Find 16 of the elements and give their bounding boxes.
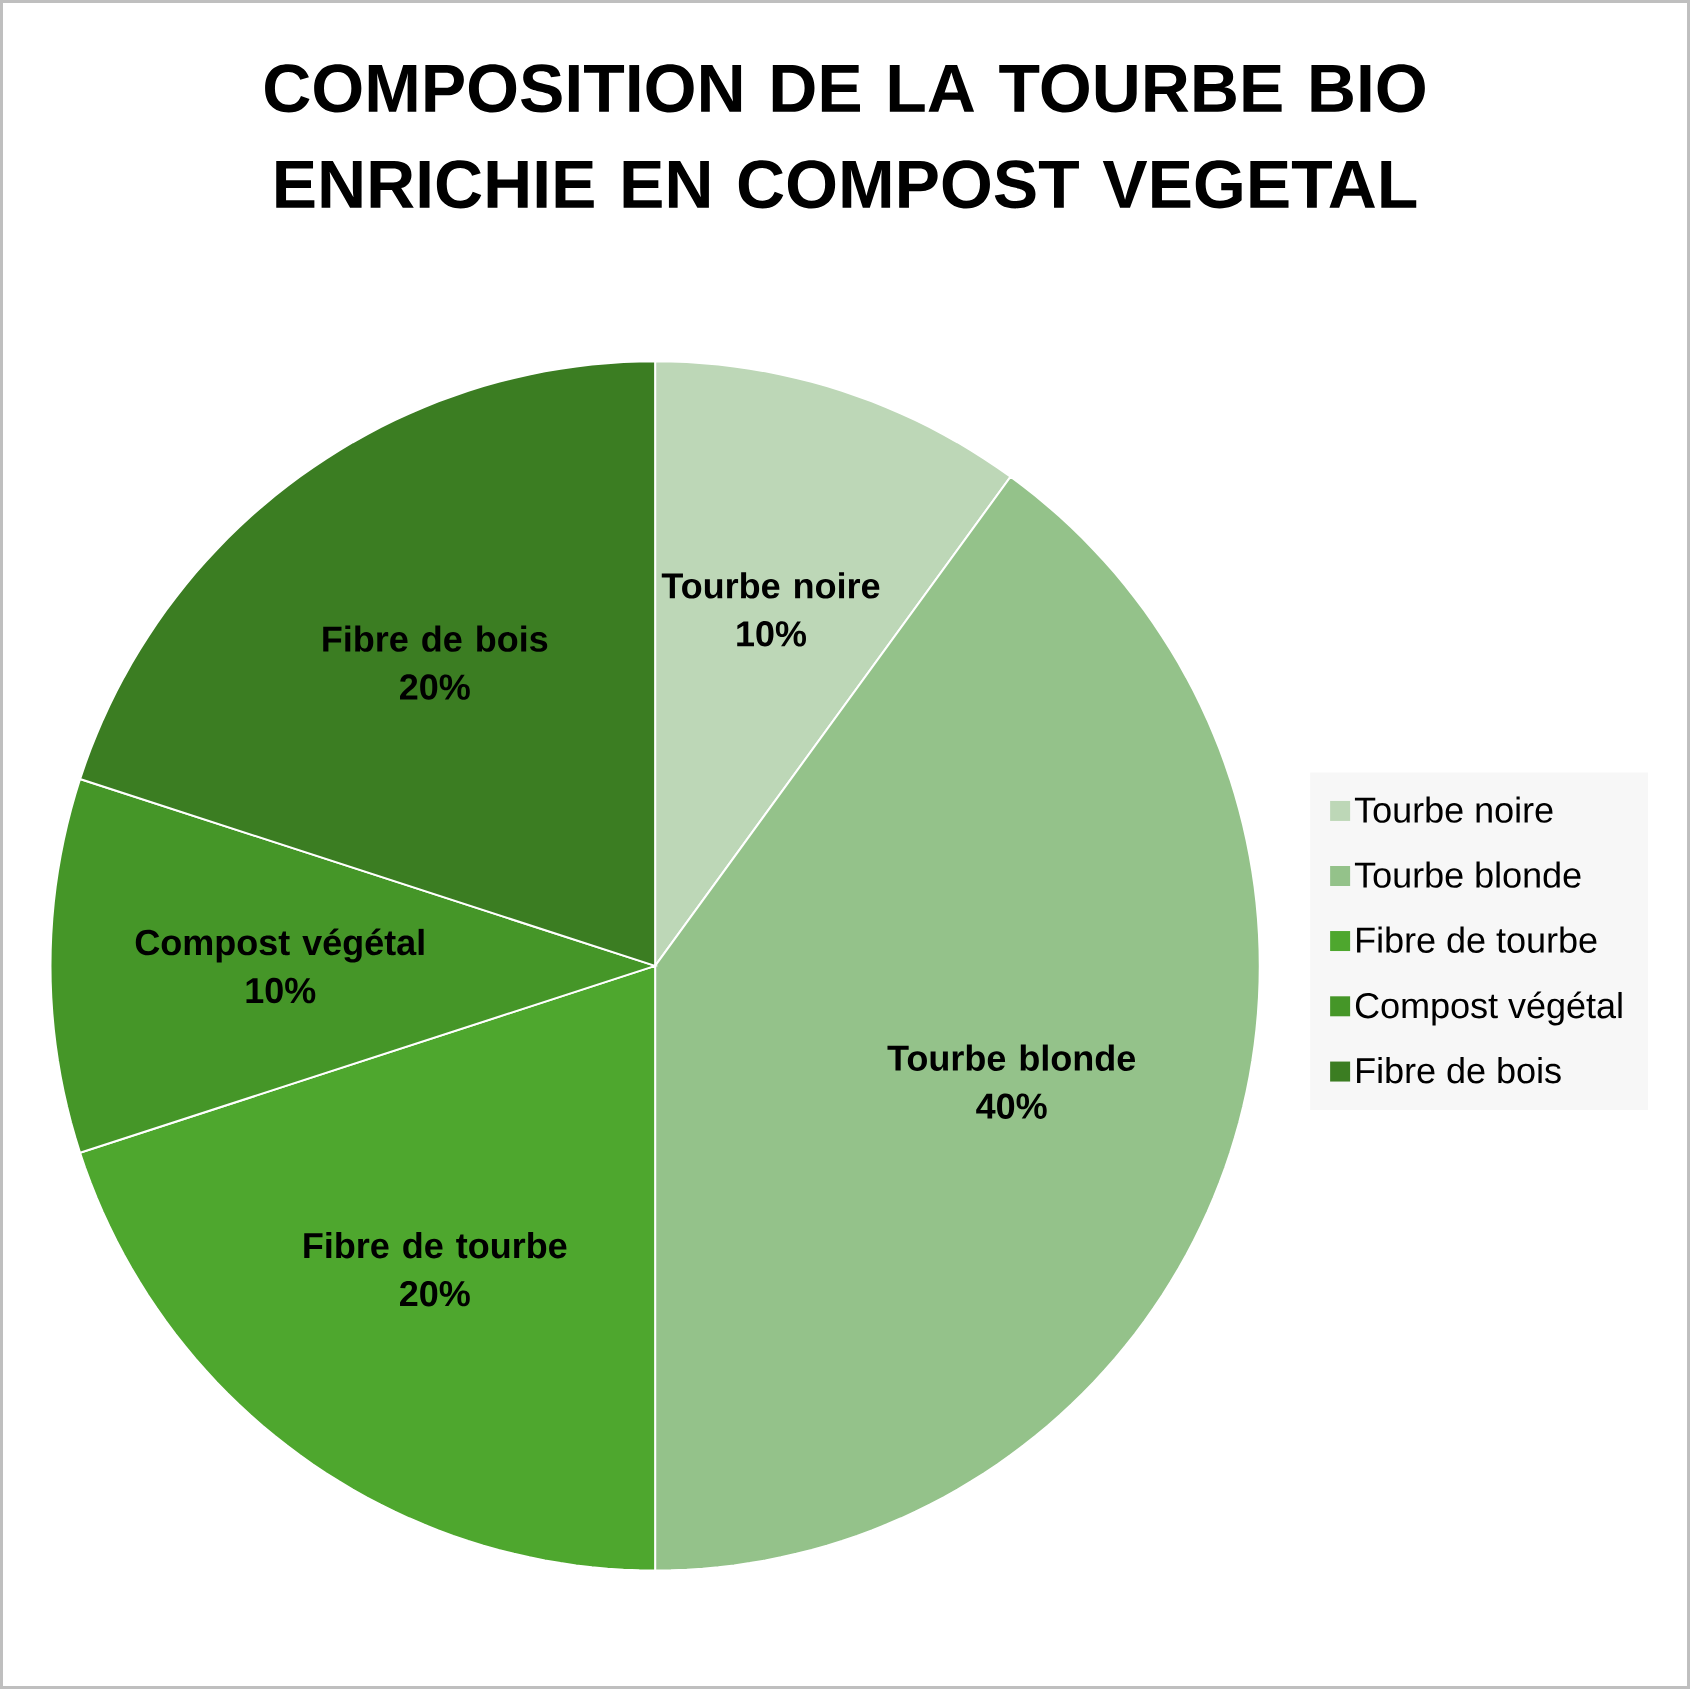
chart-title: COMPOSITION DE LA TOURBE BIO ENRICHIE EN COMPOST VEGETAL	[265, 64, 1425, 209]
slice-label: Tourbe blonde	[887, 1044, 1136, 1071]
data-label: 20%	[400, 1280, 470, 1307]
legend-label: Compost végétal	[1355, 991, 1622, 1026]
legend-label: Tourbe noire	[1354, 796, 1553, 823]
data-label: 40%	[976, 1093, 1047, 1119]
slice-label: Fibre de tourbe	[304, 1231, 567, 1259]
legend-label: Fibre de bois	[1357, 1057, 1561, 1084]
data-label: 20%	[400, 674, 470, 700]
legend-label: Tourbe blonde	[1354, 861, 1581, 888]
slice-label: Fibre de bois	[323, 625, 548, 652]
legend-label: Fibre de tourbe	[1357, 926, 1597, 953]
slice-label: Tourbe noire	[661, 572, 880, 599]
slice-label: Compost végétal	[135, 928, 424, 963]
data-label: 10%	[246, 977, 316, 1004]
data-label: 10%	[737, 621, 806, 647]
